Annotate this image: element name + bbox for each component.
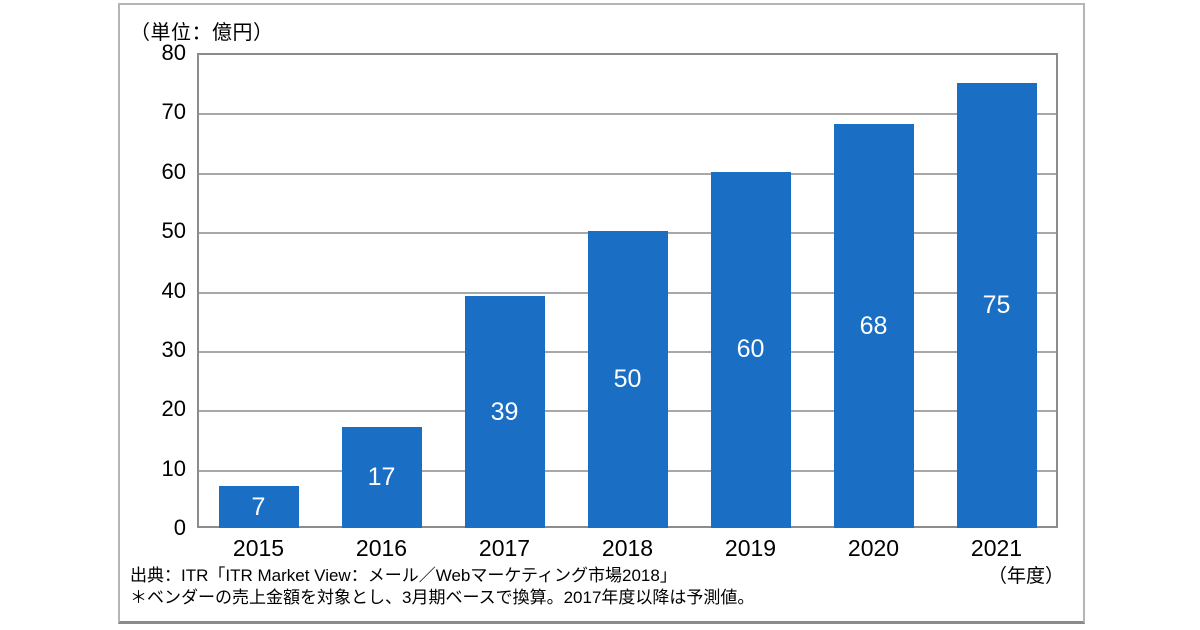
x-tick-2017: 2017 — [478, 535, 531, 561]
x-tick-2016: 2016 — [355, 535, 408, 561]
bar-value-2016: 17 — [367, 463, 396, 492]
y-tick-50: 50 — [161, 218, 186, 244]
bar-value-2017: 39 — [490, 397, 519, 426]
note-line: ＊ベンダーの売上金額を対象とし、3月期ベースで換算。2017年度以降は予測値。 — [130, 588, 755, 607]
x-tick-2020: 2020 — [847, 535, 900, 561]
bar-2021: 75 — [956, 82, 1037, 528]
bar-value-2021: 75 — [982, 290, 1011, 319]
x-axis-unit-label: （年度） — [987, 566, 1064, 587]
gridline-60 — [199, 172, 1056, 175]
bar-2016: 17 — [341, 427, 422, 528]
x-tick-2018: 2018 — [601, 535, 654, 561]
bar-value-2015: 7 — [251, 492, 266, 521]
bar-2019: 60 — [710, 171, 791, 528]
bar-2015: 7 — [218, 486, 299, 528]
source-line: 出典：ITR「ITR Market View：メール／Webマーケティング市場2… — [130, 566, 677, 585]
bar-value-2019: 60 — [736, 335, 765, 364]
bar-2020: 68 — [833, 124, 914, 528]
y-tick-10: 10 — [161, 455, 186, 481]
y-tick-30: 30 — [161, 336, 186, 362]
footer-notes: 出典：ITR「ITR Market View：メール／Webマーケティング市場2… — [130, 565, 754, 609]
bar-value-2018: 50 — [613, 365, 642, 394]
bars-layer: 7 17 39 50 60 68 75 — [197, 53, 1058, 528]
y-tick-60: 60 — [161, 158, 186, 184]
y-tick-80: 80 — [161, 40, 186, 65]
y-axis-unit-label: （単位：億円） — [130, 22, 274, 44]
x-tick-2015: 2015 — [232, 535, 285, 561]
gridline-70 — [199, 113, 1056, 116]
y-tick-70: 70 — [161, 99, 186, 125]
bar-2017: 39 — [464, 296, 545, 528]
y-tick-20: 20 — [161, 396, 186, 422]
bar-2018: 50 — [587, 231, 668, 528]
y-tick-40: 40 — [161, 277, 186, 303]
y-tick-0: 0 — [173, 515, 186, 540]
x-tick-2021: 2021 — [970, 535, 1023, 561]
bar-value-2020: 68 — [859, 311, 888, 340]
x-tick-2019: 2019 — [724, 535, 777, 561]
